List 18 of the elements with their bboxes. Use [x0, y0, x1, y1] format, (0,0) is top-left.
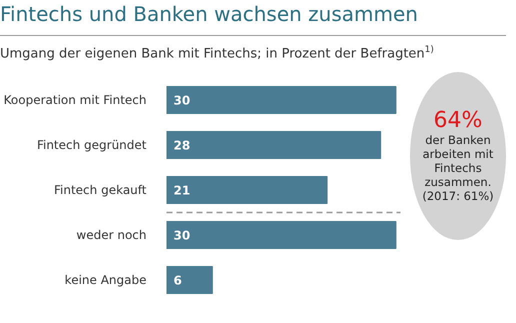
y-tick-label: Fintech gekauft — [54, 183, 147, 197]
chart-subtitle: Umgang der eigenen Bank mit Fintechs; in Prozent der Befragten$^{1)}$ — [0, 44, 434, 64]
y-tick-label: Fintech gegründet — [36, 138, 147, 152]
data-label: 6 — [174, 274, 182, 288]
data-label: 28 — [174, 138, 190, 152]
bar — [166, 221, 396, 249]
bar — [166, 176, 328, 204]
bar — [166, 131, 382, 159]
y-tick-label: weder noch — [76, 228, 147, 242]
data-label: 30 — [174, 94, 190, 108]
chart-title: Fintechs und Banken wachsen zusammen — [0, 0, 506, 36]
data-label: 21 — [174, 184, 190, 198]
data-label: 30 — [174, 228, 190, 242]
y-tick-label: keine Angabe — [64, 273, 146, 287]
picture-ellipse: 64% der Banken arbeiten mit Fintechs zusammen. (2017: 61%) — [410, 72, 506, 240]
bar — [166, 266, 213, 294]
bar — [166, 86, 396, 114]
y-tick-label: Kooperation mit Fintech — [4, 93, 147, 107]
